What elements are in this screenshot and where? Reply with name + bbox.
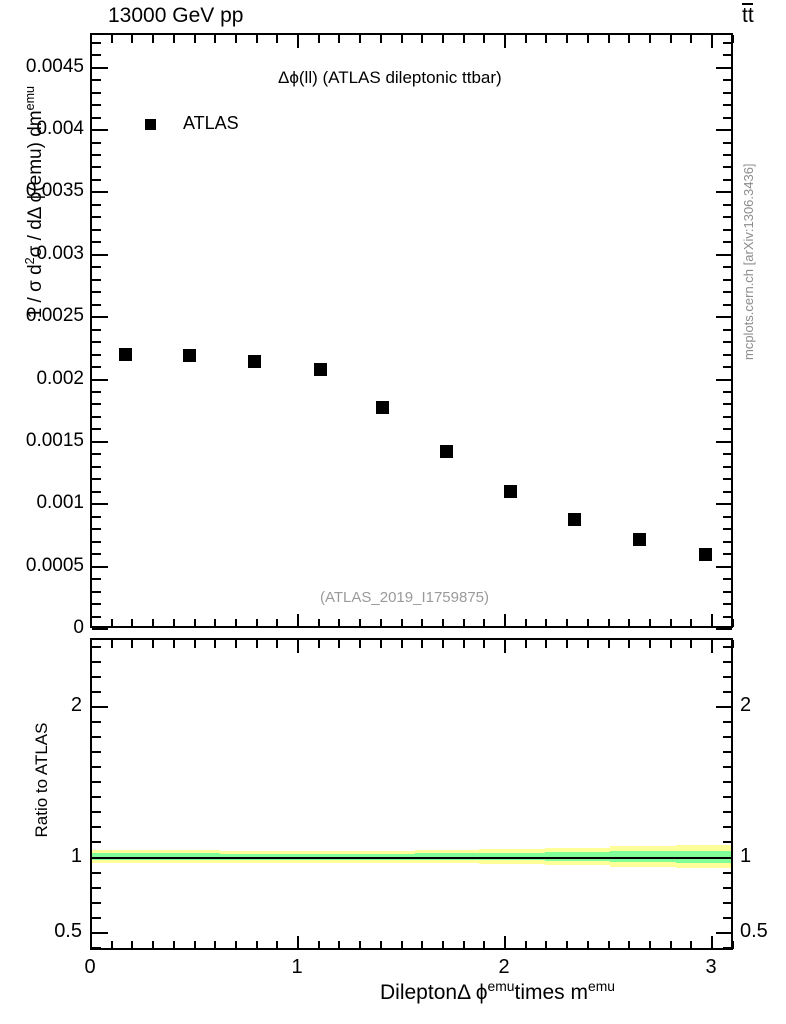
header-process-text: tt bbox=[742, 4, 754, 27]
x-tick-label: 3 bbox=[705, 956, 717, 978]
x-tick-label: 1 bbox=[291, 956, 303, 978]
legend-marker-atlas bbox=[145, 119, 156, 130]
data-point-marker bbox=[313, 362, 327, 376]
y-tick-label: 0.004 bbox=[36, 118, 84, 139]
ratio-bands-layer bbox=[92, 640, 731, 948]
header-beam-energy: 13000 GeV pp bbox=[108, 4, 244, 27]
ratio-y-tick-label: 1 bbox=[70, 845, 82, 867]
x-tick-label: 0 bbox=[84, 956, 96, 978]
legend-label-atlas: ATLAS bbox=[183, 113, 239, 133]
y-tick-label: 0.0025 bbox=[25, 305, 84, 326]
ratio-y-tick-label-right: 2 bbox=[740, 694, 752, 716]
data-point-marker bbox=[440, 444, 454, 458]
xtitle-c: times m bbox=[514, 981, 589, 1004]
y-tick-label: 0.0005 bbox=[25, 555, 84, 576]
ratio-inner-uncertainty-band bbox=[545, 852, 610, 862]
ratio-reference-line bbox=[92, 856, 731, 859]
y-tick-label: 0.0045 bbox=[25, 56, 84, 77]
y-tick-label: 0.0035 bbox=[25, 180, 84, 201]
ratio-inner-uncertainty-band bbox=[350, 853, 415, 860]
ratio-plot-frame bbox=[90, 638, 733, 950]
plot-subtitle: Δϕ(ll) (ATLAS dileptonic ttbar) bbox=[278, 68, 502, 87]
data-point-marker bbox=[119, 347, 133, 361]
ratio-inner-uncertainty-band bbox=[154, 853, 221, 860]
xtitle-sup-2: emu bbox=[588, 978, 615, 994]
y-tick-label: 0.001 bbox=[36, 492, 84, 513]
ratio-inner-uncertainty-band bbox=[609, 850, 676, 863]
x-axis-title: DileptonΔ ϕemutimes memu bbox=[380, 978, 615, 1005]
xtitle-sup-1: emu bbox=[487, 978, 515, 994]
y-tick-label: 0.002 bbox=[36, 368, 84, 389]
data-point-marker bbox=[247, 355, 261, 369]
y-tick-label: 0 bbox=[73, 617, 84, 638]
data-point-marker bbox=[375, 401, 389, 415]
header-process-label: tt bbox=[742, 3, 754, 28]
y-tick-label: 0.0015 bbox=[25, 430, 84, 451]
ratio-y-tick-label: 0.5 bbox=[54, 920, 82, 942]
ratio-inner-uncertainty-band bbox=[675, 850, 731, 863]
ratio-inner-uncertainty-band bbox=[284, 853, 351, 860]
xtitle-a: Dilepton bbox=[380, 981, 458, 1004]
ratio-y-tick-label-right: 1 bbox=[740, 845, 752, 867]
ratio-y-tick-label: 2 bbox=[70, 694, 82, 716]
xtitle-b: Δ ϕ bbox=[457, 981, 488, 1004]
ratio-y-tick-label-right: 0.5 bbox=[740, 920, 768, 942]
y-tick-label: 0.003 bbox=[36, 243, 84, 264]
data-point-marker bbox=[568, 513, 582, 527]
data-point-marker bbox=[504, 484, 518, 498]
analysis-watermark: (ATLAS_2019_I1759875) bbox=[320, 589, 490, 606]
ratio-inner-uncertainty-band bbox=[479, 852, 546, 861]
x-tick-label: 2 bbox=[498, 956, 510, 978]
data-point-marker bbox=[632, 533, 646, 547]
main-plot-frame bbox=[90, 33, 733, 628]
data-point-marker bbox=[698, 548, 712, 562]
data-point-marker bbox=[183, 348, 197, 362]
ratio-inner-uncertainty-band bbox=[220, 853, 285, 860]
